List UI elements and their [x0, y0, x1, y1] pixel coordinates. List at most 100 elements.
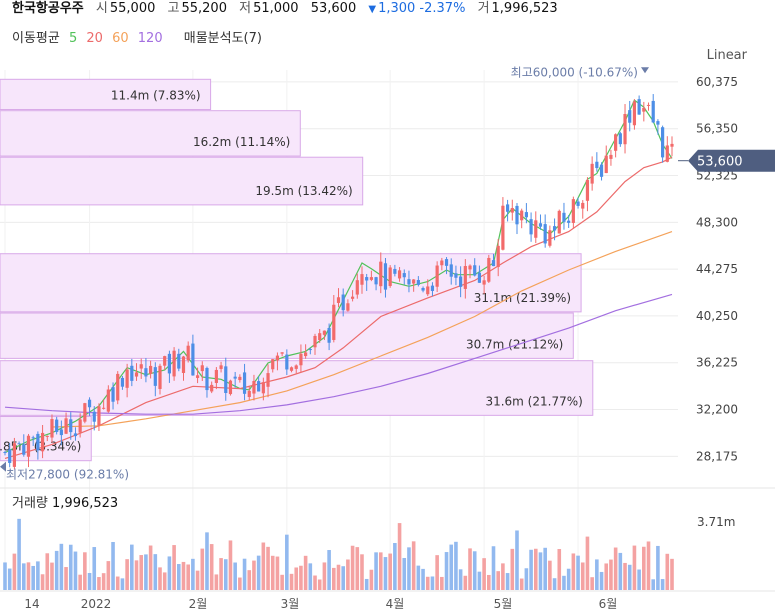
candle-body — [261, 382, 265, 394]
candle-body — [163, 356, 167, 366]
candle-body — [355, 280, 359, 295]
candle-body — [468, 265, 472, 270]
candle-body — [397, 270, 402, 279]
candle-body — [477, 272, 482, 283]
volume-bar — [153, 554, 158, 590]
candle-body — [59, 429, 63, 436]
candle-body — [238, 376, 242, 381]
candle-body — [78, 419, 82, 433]
candle-body — [285, 354, 289, 370]
candle-body — [299, 353, 303, 366]
volume-bar — [642, 546, 646, 590]
volume-bar — [233, 562, 237, 590]
max-marker-icon — [641, 67, 649, 74]
volume-profile-toggle[interactable]: 매물분석도(7) — [183, 31, 262, 46]
volume-bar — [50, 562, 54, 590]
candle-body — [130, 365, 134, 381]
volume-bar — [656, 545, 660, 590]
volume-bar — [322, 562, 327, 590]
volume-bar — [364, 578, 369, 590]
volume-bar — [430, 576, 435, 590]
volume-bar — [576, 555, 580, 590]
volume-bar — [411, 541, 416, 590]
volume-bar — [646, 541, 651, 590]
volume-bar — [280, 574, 284, 590]
volume-bar — [440, 576, 444, 590]
candle-body — [50, 419, 54, 438]
candle-body — [505, 204, 510, 212]
candle-body — [139, 364, 143, 369]
candle-body — [435, 265, 439, 287]
candle-body — [426, 286, 430, 295]
candle-body — [543, 224, 547, 244]
time-axis: 14 2022 2월 3월 4월 5월 6월 — [0, 590, 775, 611]
price-tick-label: 28,175 — [696, 449, 738, 463]
candle-body — [45, 435, 49, 437]
price-axis: 60,375 56,350 52,325 48,300 44,275 40,250 36,2… — [678, 75, 775, 463]
candle-body — [219, 365, 223, 369]
volume-bar — [623, 562, 627, 590]
candle-body — [515, 205, 519, 225]
volume-bar — [167, 556, 172, 590]
ma-legend-20[interactable]: 20 — [86, 31, 103, 46]
volume-bar — [64, 567, 68, 590]
candle-body — [614, 134, 618, 151]
volume-bar — [205, 532, 209, 590]
candle-body — [191, 343, 195, 376]
volume-bar — [618, 552, 623, 590]
volume-bar — [627, 564, 632, 590]
candle-body — [374, 277, 378, 285]
volume-bar — [332, 567, 336, 590]
price-tick-label: 48,300 — [696, 215, 738, 229]
volume-profile-bar — [0, 110, 301, 157]
candle-body — [73, 433, 78, 437]
volume-bar — [191, 558, 195, 590]
volume-bar — [515, 530, 519, 590]
volume-bar — [590, 577, 594, 590]
volume-bar — [158, 567, 162, 590]
volume-bar — [68, 544, 73, 590]
candle-body — [383, 263, 388, 290]
candle-body — [581, 202, 585, 209]
time-tick-label: 2월 — [189, 597, 208, 611]
volume-bar — [336, 564, 341, 590]
candle-body — [83, 403, 87, 422]
volume-bar — [501, 563, 505, 590]
volume-bar — [317, 579, 322, 590]
candle-body — [369, 277, 373, 280]
ma-legend-5[interactable]: 5 — [68, 31, 78, 46]
volume-axis-label: 3.71m — [697, 515, 735, 529]
candle-body — [393, 268, 397, 274]
volume-bar — [148, 545, 153, 590]
ma-legend-120[interactable]: 120 — [137, 31, 163, 46]
current-price-badge — [688, 149, 775, 172]
high-label: 고 — [167, 1, 180, 16]
volume-bar — [435, 555, 439, 590]
volume-bar — [92, 547, 97, 590]
volume-bar — [59, 543, 64, 590]
scale-mode-button[interactable]: Linear — [706, 48, 747, 63]
volume-bar — [350, 545, 355, 590]
candle-body — [642, 107, 646, 112]
volume-bar — [632, 545, 637, 590]
volume-bar — [562, 575, 566, 590]
volume-bar — [228, 540, 233, 590]
candle-body — [491, 260, 496, 267]
price-tick-label: 56,350 — [696, 122, 738, 136]
ma-legend-title[interactable]: 이동평균 — [12, 31, 60, 46]
ma-legend-60[interactable]: 60 — [112, 31, 129, 46]
candle-body — [3, 451, 7, 453]
candle-body — [496, 245, 500, 268]
candle-body — [125, 369, 129, 388]
volume-bar — [496, 571, 501, 590]
volume-bar — [289, 573, 294, 590]
candle-body — [449, 264, 453, 277]
volume-bar — [219, 558, 223, 590]
candle-body — [557, 210, 561, 234]
candle-body — [430, 285, 435, 291]
volume-bar — [463, 575, 468, 590]
candle-body — [31, 437, 35, 439]
volume-bar — [106, 561, 111, 590]
volume-bar — [458, 569, 463, 590]
